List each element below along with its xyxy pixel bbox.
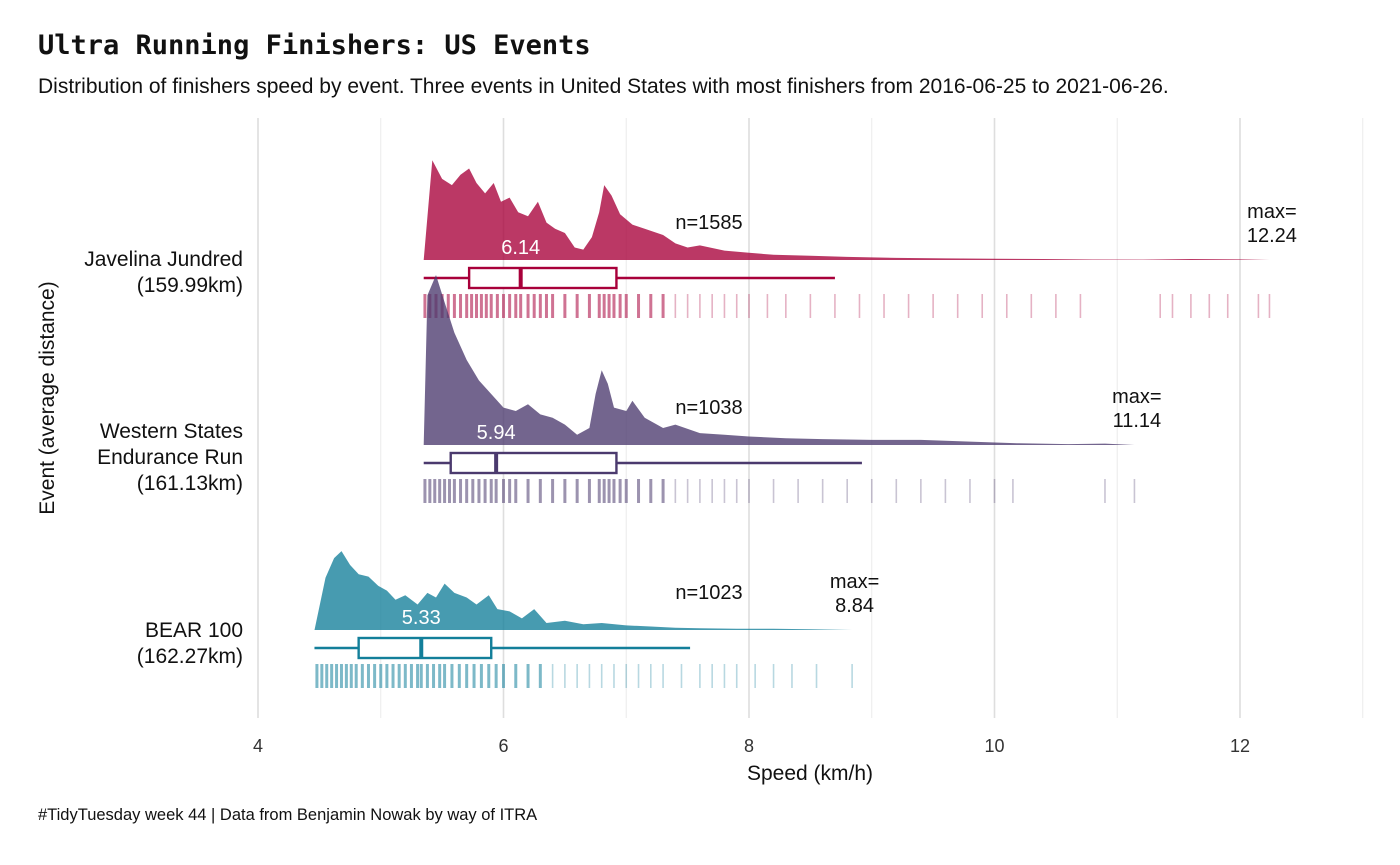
max-value: 11.14 <box>1113 410 1162 432</box>
event-name-label: Javelina Jundred <box>84 248 243 271</box>
max-value: 8.84 <box>835 595 874 617</box>
chart-title: Ultra Running Finishers: US Events <box>38 30 591 61</box>
n-label: n=1023 <box>675 582 742 604</box>
x-tick-label: 10 <box>984 736 1004 756</box>
n-label: n=1038 <box>675 397 742 419</box>
ridge-0: 6.14 n=1585 max=12.24 Javelina Jundred (159.… <box>84 160 1297 318</box>
event-distance-label: (162.27km) <box>137 645 243 668</box>
x-tick-label: 4 <box>253 736 263 756</box>
x-tick-label: 6 <box>498 736 508 756</box>
density-area <box>423 160 1270 260</box>
chart-subtitle: Distribution of finishers speed by event… <box>38 75 1169 98</box>
event-distance-label: (161.13km) <box>137 472 243 495</box>
max-label: max= <box>1247 201 1296 223</box>
event-name-label: Endurance Run <box>97 446 243 469</box>
median-label: 6.14 <box>501 237 540 259</box>
density-area <box>314 551 853 630</box>
event-name-label: Western States <box>100 420 243 443</box>
x-tick-label: 12 <box>1230 736 1250 756</box>
event-name-label: BEAR 100 <box>145 619 243 642</box>
max-label: max= <box>830 571 879 593</box>
x-tick-label: 8 <box>744 736 754 756</box>
ridge-1: 5.94 n=1038 max=11.14 Western States Enduran… <box>97 275 1162 503</box>
x-axis: 4 6 8 10 12 <box>253 736 1250 756</box>
gridlines <box>257 118 1364 718</box>
median-label: 5.94 <box>477 422 516 444</box>
y-axis-label: Event (average distance) <box>36 281 59 514</box>
event-distance-label: (159.99km) <box>137 274 243 297</box>
n-label: n=1585 <box>675 212 742 234</box>
density-area <box>423 275 1135 445</box>
chart-caption: #TidyTuesday week 44 | Data from Benjami… <box>38 806 538 824</box>
max-label: max= <box>1112 386 1161 408</box>
iqr-box <box>467 266 618 290</box>
iqr-box <box>357 636 493 660</box>
ridge-2: 5.33 n=1023 max=8.84 BEAR 100 (162.27km) <box>137 551 879 688</box>
iqr-box <box>449 451 618 475</box>
x-axis-label: Speed (km/h) <box>747 762 873 785</box>
max-value: 12.24 <box>1247 225 1297 247</box>
median-label: 5.33 <box>402 607 441 629</box>
